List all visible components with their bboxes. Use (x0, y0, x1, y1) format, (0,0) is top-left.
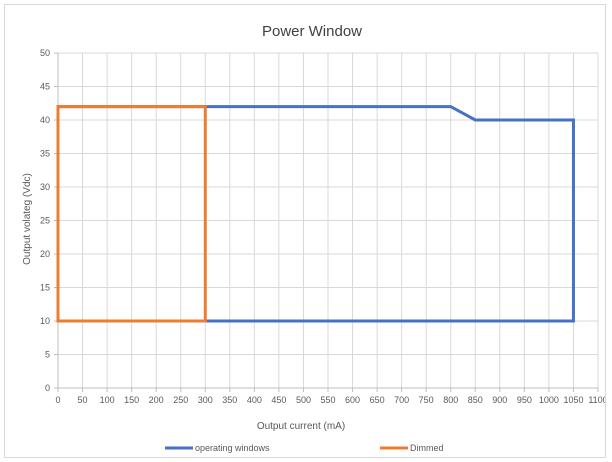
x-tick-label: 250 (173, 395, 188, 405)
y-tick-label: 30 (40, 182, 50, 192)
y-axis-label: Output volateg (Vdc) (22, 173, 33, 265)
legend: operating windows Dimmed (165, 443, 444, 453)
x-tick-label: 100 (100, 395, 115, 405)
x-tick-label: 300 (198, 395, 213, 405)
x-tick-label: 500 (296, 395, 311, 405)
x-tick-label: 1050 (563, 395, 583, 405)
x-tick-label: 450 (271, 395, 286, 405)
x-tick-label: 950 (517, 395, 532, 405)
x-axis-label: Output current (mA) (257, 421, 345, 432)
x-tick-label: 900 (492, 395, 507, 405)
chart-title: Power Window (262, 23, 362, 40)
x-tick-label: 350 (222, 395, 237, 405)
y-tick-label: 5 (45, 350, 50, 360)
x-tick-label: 400 (247, 395, 262, 405)
y-tick-label: 25 (40, 216, 50, 226)
y-tick-label: 10 (40, 316, 50, 326)
x-tick-label: 650 (370, 395, 385, 405)
tick-labels: 0 50 100 150 200 250 300 350 400 450 500 550 600 650 7… (40, 48, 608, 405)
legend-label: operating windows (195, 443, 270, 453)
x-tick-label: 1000 (539, 395, 559, 405)
series-layer (56, 105, 575, 323)
y-tick-label: 35 (40, 149, 50, 159)
y-tick-label: 20 (40, 249, 50, 259)
legend-label: Dimmed (410, 443, 444, 453)
x-tick-label: 550 (320, 395, 335, 405)
x-tick-label: 50 (78, 395, 88, 405)
x-tick-label: 750 (419, 395, 434, 405)
y-tick-label: 45 (40, 82, 50, 92)
axes (54, 52, 599, 392)
x-tick-label: 850 (468, 395, 483, 405)
x-tick-label: 800 (443, 395, 458, 405)
chart-frame: Power Window 0 50 100 150 200 250 300 350 400 450… (4, 4, 608, 458)
x-tick-label: 0 (55, 395, 60, 405)
y-tick-label: 50 (40, 48, 50, 58)
power-window-chart: Power Window 0 50 100 150 200 250 300 350 400 450… (22, 23, 608, 453)
grid (58, 52, 599, 388)
x-tick-label: 200 (149, 395, 164, 405)
x-tick-label: 150 (124, 395, 139, 405)
y-tick-label: 0 (45, 383, 50, 393)
x-tick-label: 600 (345, 395, 360, 405)
series-line-operating-windows (56, 105, 575, 323)
y-tick-label: 15 (40, 283, 50, 293)
x-tick-label: 700 (394, 395, 409, 405)
y-tick-label: 40 (40, 115, 50, 125)
series-line-dimmed (56, 105, 207, 323)
